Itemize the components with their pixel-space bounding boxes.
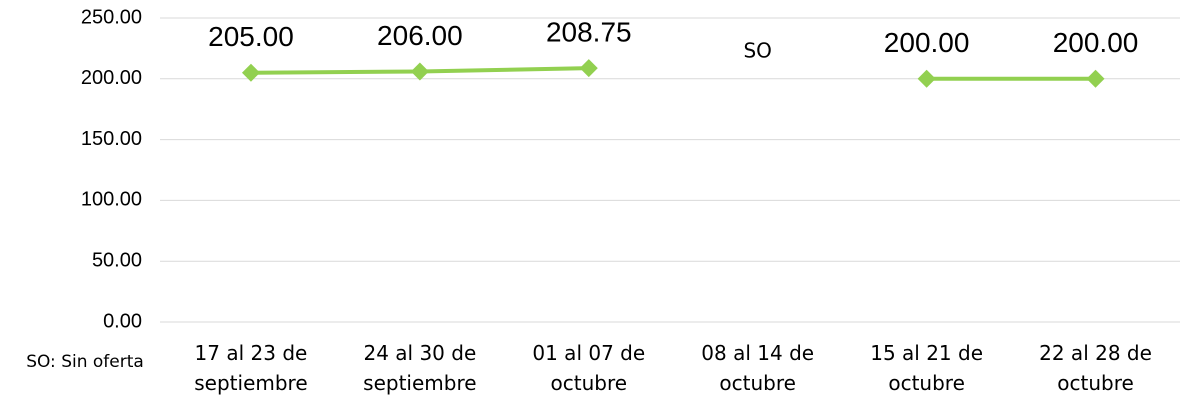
- x-tick-label: 08 al 14 de octubre: [701, 341, 815, 395]
- note: SO: Sin oferta: [26, 352, 144, 372]
- y-tick-label: 0.00: [103, 310, 142, 332]
- y-tick-label: 50.00: [92, 249, 142, 271]
- y-tick-label: 100.00: [81, 189, 142, 211]
- y-tick-label: 150.00: [81, 128, 142, 150]
- data-label: 205.00: [208, 21, 294, 52]
- x-tick-label: 22 al 28 de octubre: [1039, 341, 1152, 395]
- marker: [579, 59, 598, 78]
- y-tick-label: 200.00: [81, 67, 142, 89]
- data-label: 200.00: [1053, 27, 1139, 58]
- annotation: SO: [743, 39, 771, 63]
- data-label: 206.00: [377, 20, 463, 51]
- x-tick-label: 17 al 23 de septiembre: [194, 341, 308, 395]
- data-label: 208.75: [546, 17, 632, 48]
- data-label: 200.00: [884, 27, 970, 58]
- x-tick-label: 15 al 21 de octubre: [870, 341, 984, 395]
- x-tick-label: 01 al 07 de octubre: [532, 341, 646, 395]
- x-tick-label: 24 al 30 de septiembre: [363, 341, 477, 395]
- marker: [241, 63, 260, 82]
- marker: [410, 62, 429, 81]
- marker: [917, 69, 936, 88]
- y-tick-label: 250.00: [81, 6, 142, 28]
- line: [250, 66, 1096, 81]
- marker: [1086, 69, 1105, 88]
